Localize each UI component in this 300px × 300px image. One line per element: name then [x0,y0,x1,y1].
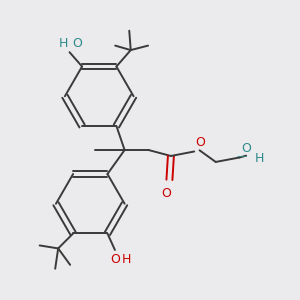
Text: H: H [255,152,265,165]
Text: O: O [110,253,120,266]
Text: O: O [241,142,251,155]
Text: H: H [122,254,131,266]
Text: O: O [161,187,171,200]
Text: H: H [59,37,68,50]
Text: O: O [195,136,205,149]
Text: O: O [73,37,82,50]
Text: —: — [236,152,246,162]
